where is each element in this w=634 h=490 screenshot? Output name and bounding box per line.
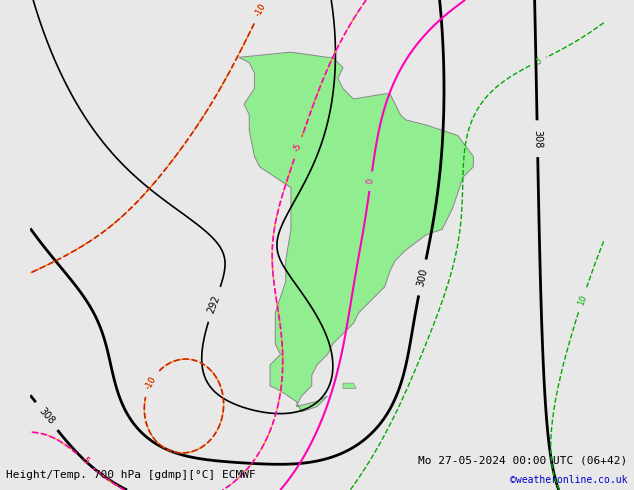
Text: 5: 5 (534, 56, 543, 67)
Text: 308: 308 (532, 129, 543, 148)
Text: -10: -10 (254, 2, 268, 18)
Text: 0: 0 (366, 178, 375, 185)
Text: -10: -10 (143, 375, 158, 391)
Polygon shape (343, 383, 356, 389)
Text: ©weatheronline.co.uk: ©weatheronline.co.uk (510, 475, 628, 485)
Text: -5: -5 (79, 455, 91, 467)
Text: 300: 300 (415, 268, 429, 288)
Polygon shape (239, 52, 474, 412)
Text: -10: -10 (143, 375, 158, 391)
Text: 292: 292 (206, 294, 223, 315)
Text: Height/Temp. 700 hPa [gdmp][°C] ECMWF: Height/Temp. 700 hPa [gdmp][°C] ECMWF (6, 470, 256, 480)
Text: -10: -10 (254, 2, 268, 18)
Text: Mo 27-05-2024 00:00 UTC (06+42): Mo 27-05-2024 00:00 UTC (06+42) (418, 456, 628, 466)
Text: 10: 10 (576, 294, 588, 306)
Text: -5: -5 (79, 455, 91, 467)
Text: 308: 308 (37, 406, 56, 426)
Text: -5: -5 (292, 142, 304, 153)
Text: -5: -5 (292, 142, 304, 153)
